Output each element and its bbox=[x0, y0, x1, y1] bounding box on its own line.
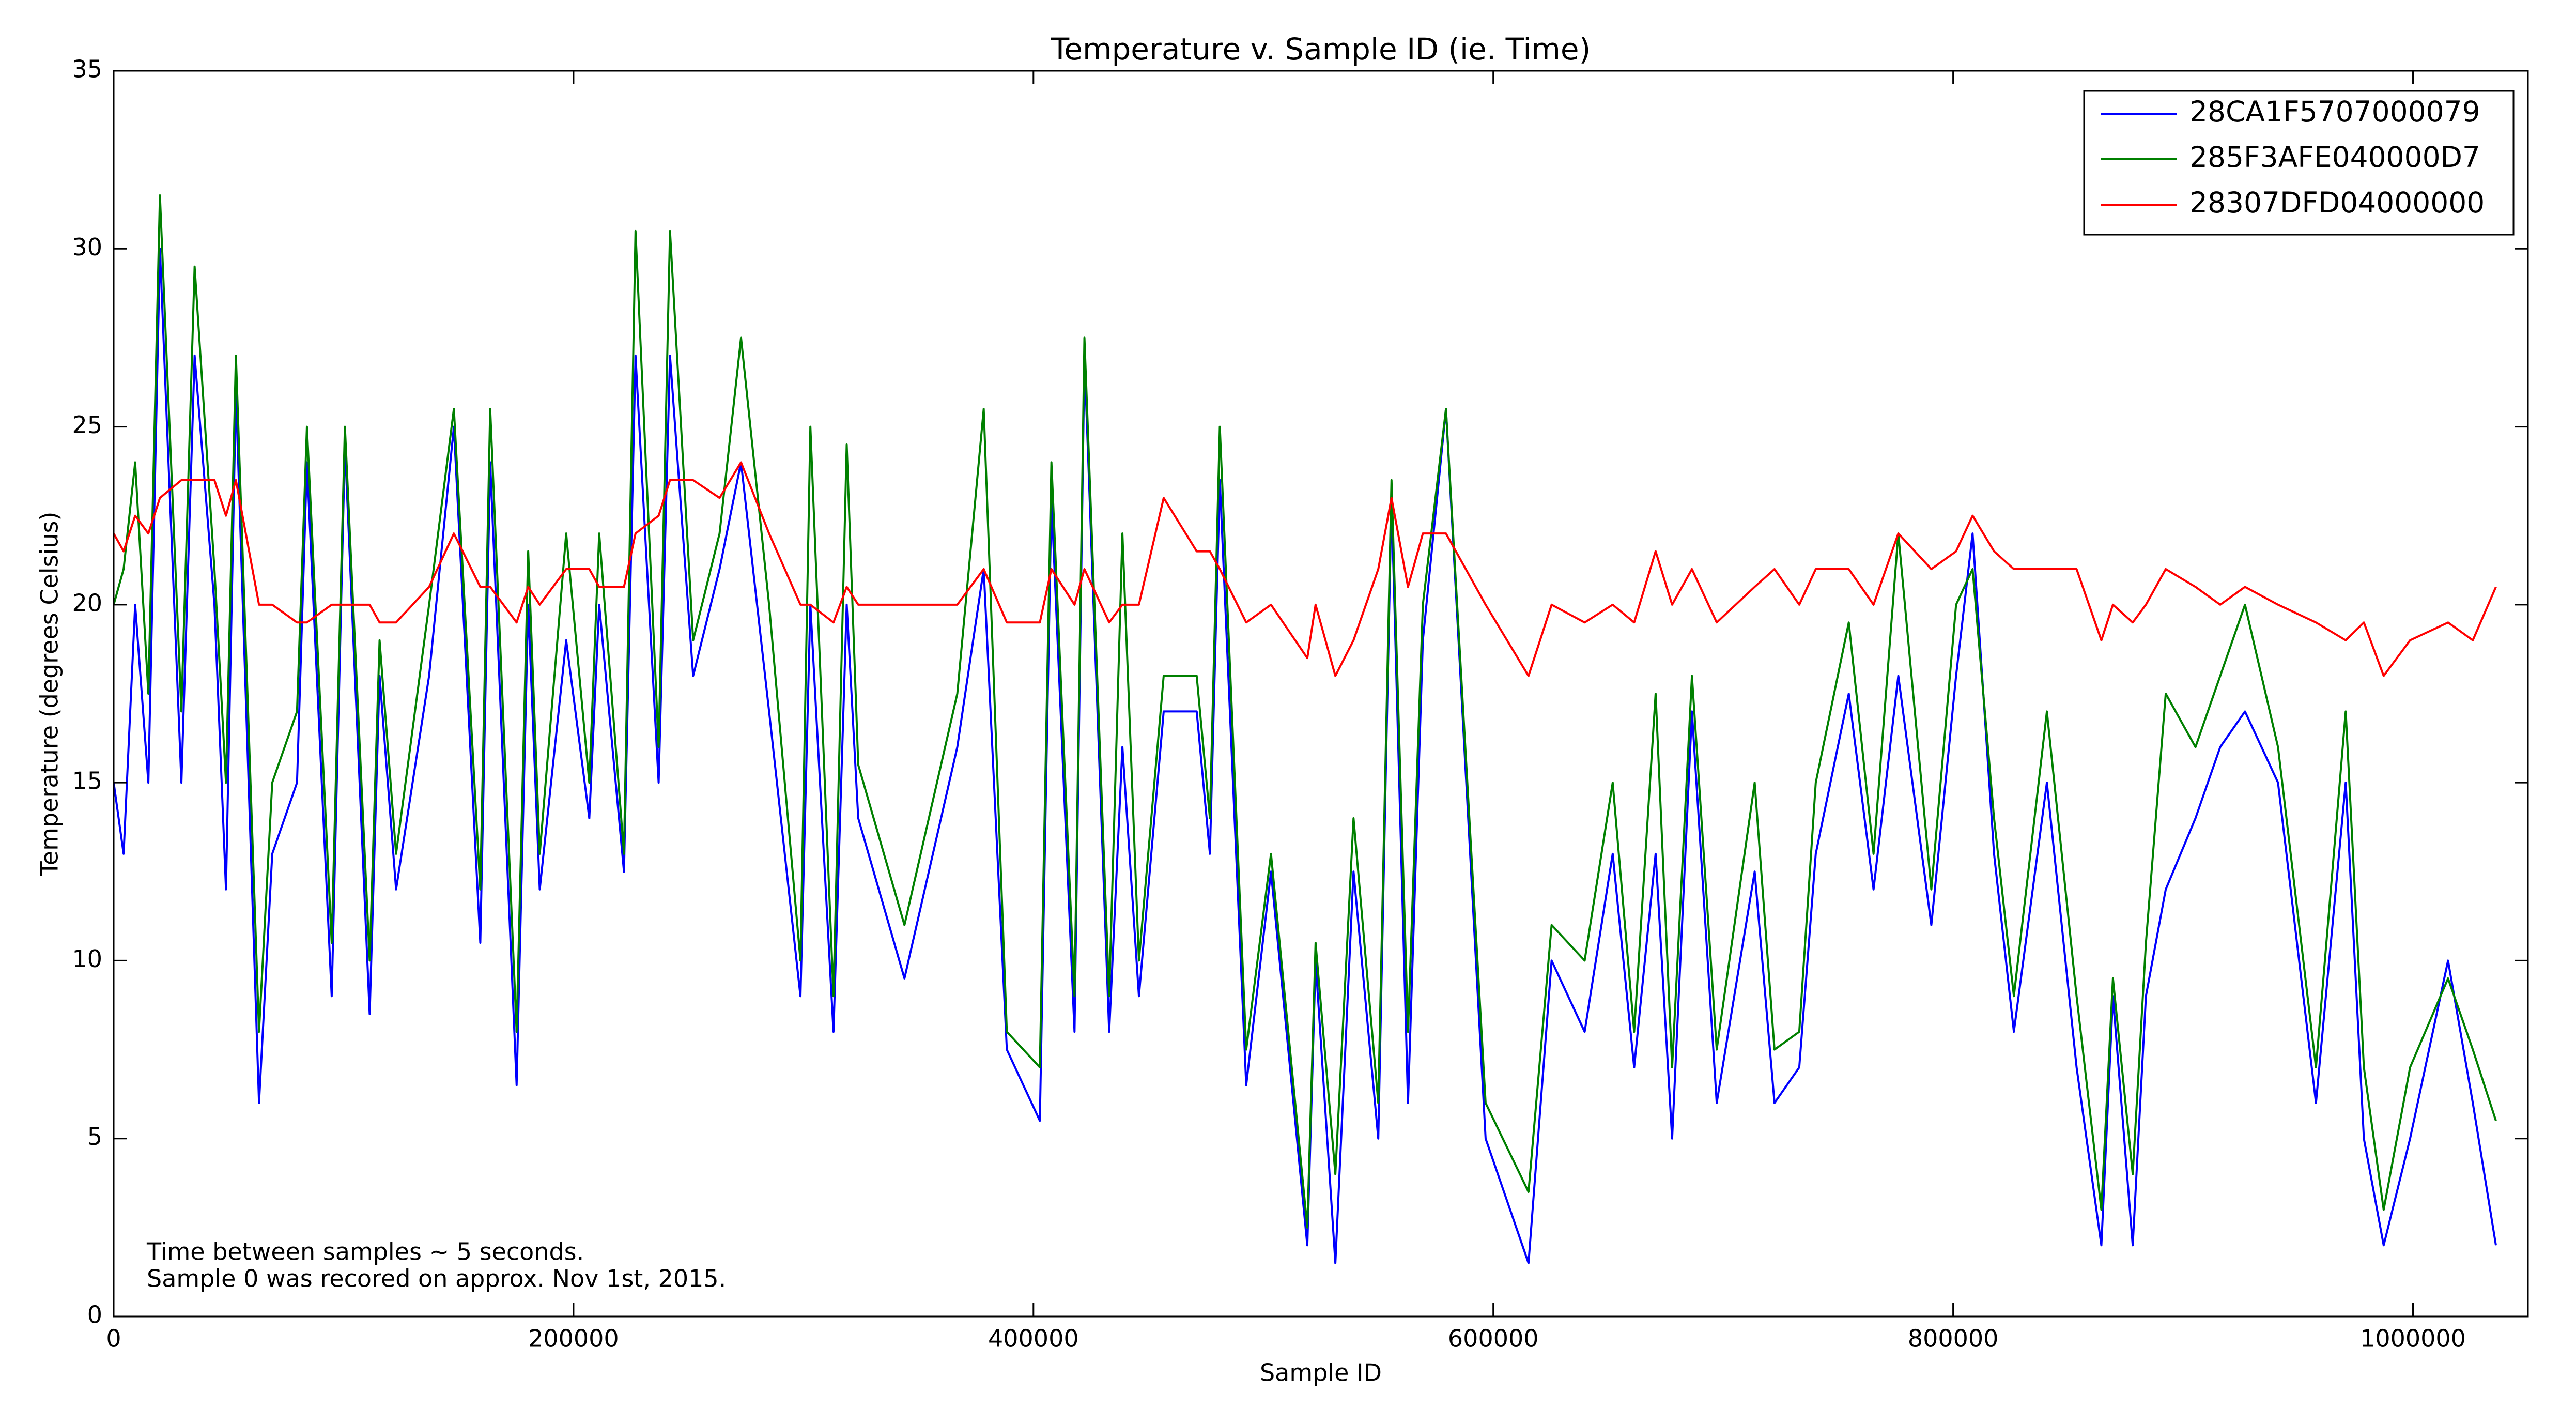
y-tick-label: 25 bbox=[72, 411, 102, 439]
x-tick-label: 400000 bbox=[988, 1325, 1079, 1353]
y-axis-label: Temperature (degrees Celsius) bbox=[36, 512, 64, 877]
y-tick-label: 30 bbox=[72, 233, 102, 261]
chart-title: Temperature v. Sample ID (ie. Time) bbox=[1051, 32, 1591, 67]
data-line bbox=[113, 461, 2497, 677]
legend-label: 28307DFD04000000 bbox=[2189, 186, 2485, 219]
y-tick-label: 10 bbox=[72, 945, 102, 973]
data-line bbox=[113, 194, 2497, 1229]
y-tick-label: 0 bbox=[87, 1301, 102, 1329]
data-line bbox=[113, 248, 2497, 1264]
x-tick-label: 1000000 bbox=[2360, 1325, 2466, 1353]
x-tick-label: 800000 bbox=[1908, 1325, 1999, 1353]
legend-label: 285F3AFE040000D7 bbox=[2189, 141, 2480, 174]
x-tick-label: 0 bbox=[106, 1325, 121, 1353]
legend-label: 28CA1F5707000079 bbox=[2189, 95, 2480, 128]
annotation: Time between samples ~ 5 seconds. bbox=[146, 1238, 584, 1266]
x-tick-label: 200000 bbox=[528, 1325, 619, 1353]
legend-box bbox=[2083, 90, 2515, 236]
y-tick-label: 35 bbox=[72, 55, 102, 83]
plot-frame bbox=[113, 70, 2529, 1318]
x-tick-label: 600000 bbox=[1448, 1325, 1539, 1353]
x-axis-label: Sample ID bbox=[1260, 1359, 1382, 1387]
y-tick-label: 20 bbox=[72, 589, 102, 617]
y-tick-label: 5 bbox=[87, 1123, 102, 1151]
annotation: Sample 0 was recored on approx. Nov 1st,… bbox=[147, 1265, 726, 1293]
y-tick-label: 15 bbox=[72, 767, 102, 795]
